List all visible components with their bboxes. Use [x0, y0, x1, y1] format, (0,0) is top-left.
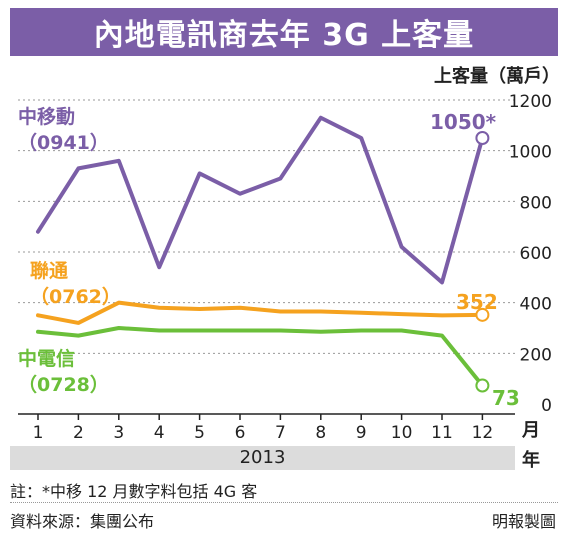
- y-tick-label: 200: [520, 345, 552, 365]
- y-axis-unit-label: 上客量（萬戶）: [434, 66, 560, 87]
- footnote: 註：*中移 12 月數字料包括 4G 客: [10, 482, 258, 501]
- series-line: [36, 300, 485, 325]
- series-code: （0941）: [18, 132, 109, 154]
- source-text: 資料來源：集團公布: [10, 512, 155, 531]
- y-tick-label: 800: [520, 193, 552, 213]
- chart-title: 內地電訊商去年 3G 上客量: [10, 8, 558, 56]
- divider: [10, 502, 558, 504]
- x-tick-label: 12: [472, 423, 494, 443]
- series-code: （0728）: [18, 374, 109, 396]
- x-tick-label: 2: [73, 423, 84, 443]
- end-label-china-mobile: 1050*: [430, 110, 497, 134]
- series-end-marker: [475, 307, 490, 322]
- series-end-marker: [475, 131, 490, 145]
- end-label-china-telecom: 73: [492, 386, 520, 410]
- x-tick-label: 5: [194, 423, 205, 443]
- series-end-marker: [475, 378, 490, 393]
- y-tick-label: 0: [541, 396, 552, 416]
- series-label-china-telecom: 中電信 （0728）: [18, 346, 109, 398]
- x-tick-label: 8: [315, 423, 326, 443]
- y-tick-label: 1200: [509, 92, 552, 112]
- x-tick-label: 4: [154, 423, 165, 443]
- end-label-china-unicom: 352: [456, 290, 498, 314]
- series-code: （0762）: [30, 286, 121, 308]
- y-tick-label: 600: [520, 244, 552, 264]
- series-line: [36, 115, 485, 285]
- year-label: 2013: [10, 446, 515, 470]
- x-axis-unit-label-2: 年: [522, 450, 540, 471]
- series-label-china-mobile: 中移動 （0941）: [18, 104, 109, 156]
- x-tick-label: 11: [431, 423, 453, 443]
- credit-text: 明報製圖: [491, 512, 556, 531]
- y-tick-label: 400: [520, 295, 552, 315]
- x-tick-label: 7: [275, 423, 286, 443]
- series-line: [36, 326, 485, 388]
- x-tick-label: 3: [113, 423, 124, 443]
- series-name: 中電信: [18, 348, 76, 370]
- x-tick-label: 1: [33, 423, 44, 443]
- series-label-china-unicom: 聯通 （0762）: [30, 258, 121, 310]
- series-name: 聯通: [30, 260, 69, 282]
- x-tick-label: 9: [356, 423, 367, 443]
- series-name: 中移動: [18, 106, 76, 128]
- x-tick-label: 10: [391, 423, 413, 443]
- y-tick-label: 1000: [509, 143, 552, 163]
- x-axis-unit-label: 月: [522, 420, 540, 441]
- x-tick-label: 6: [235, 423, 246, 443]
